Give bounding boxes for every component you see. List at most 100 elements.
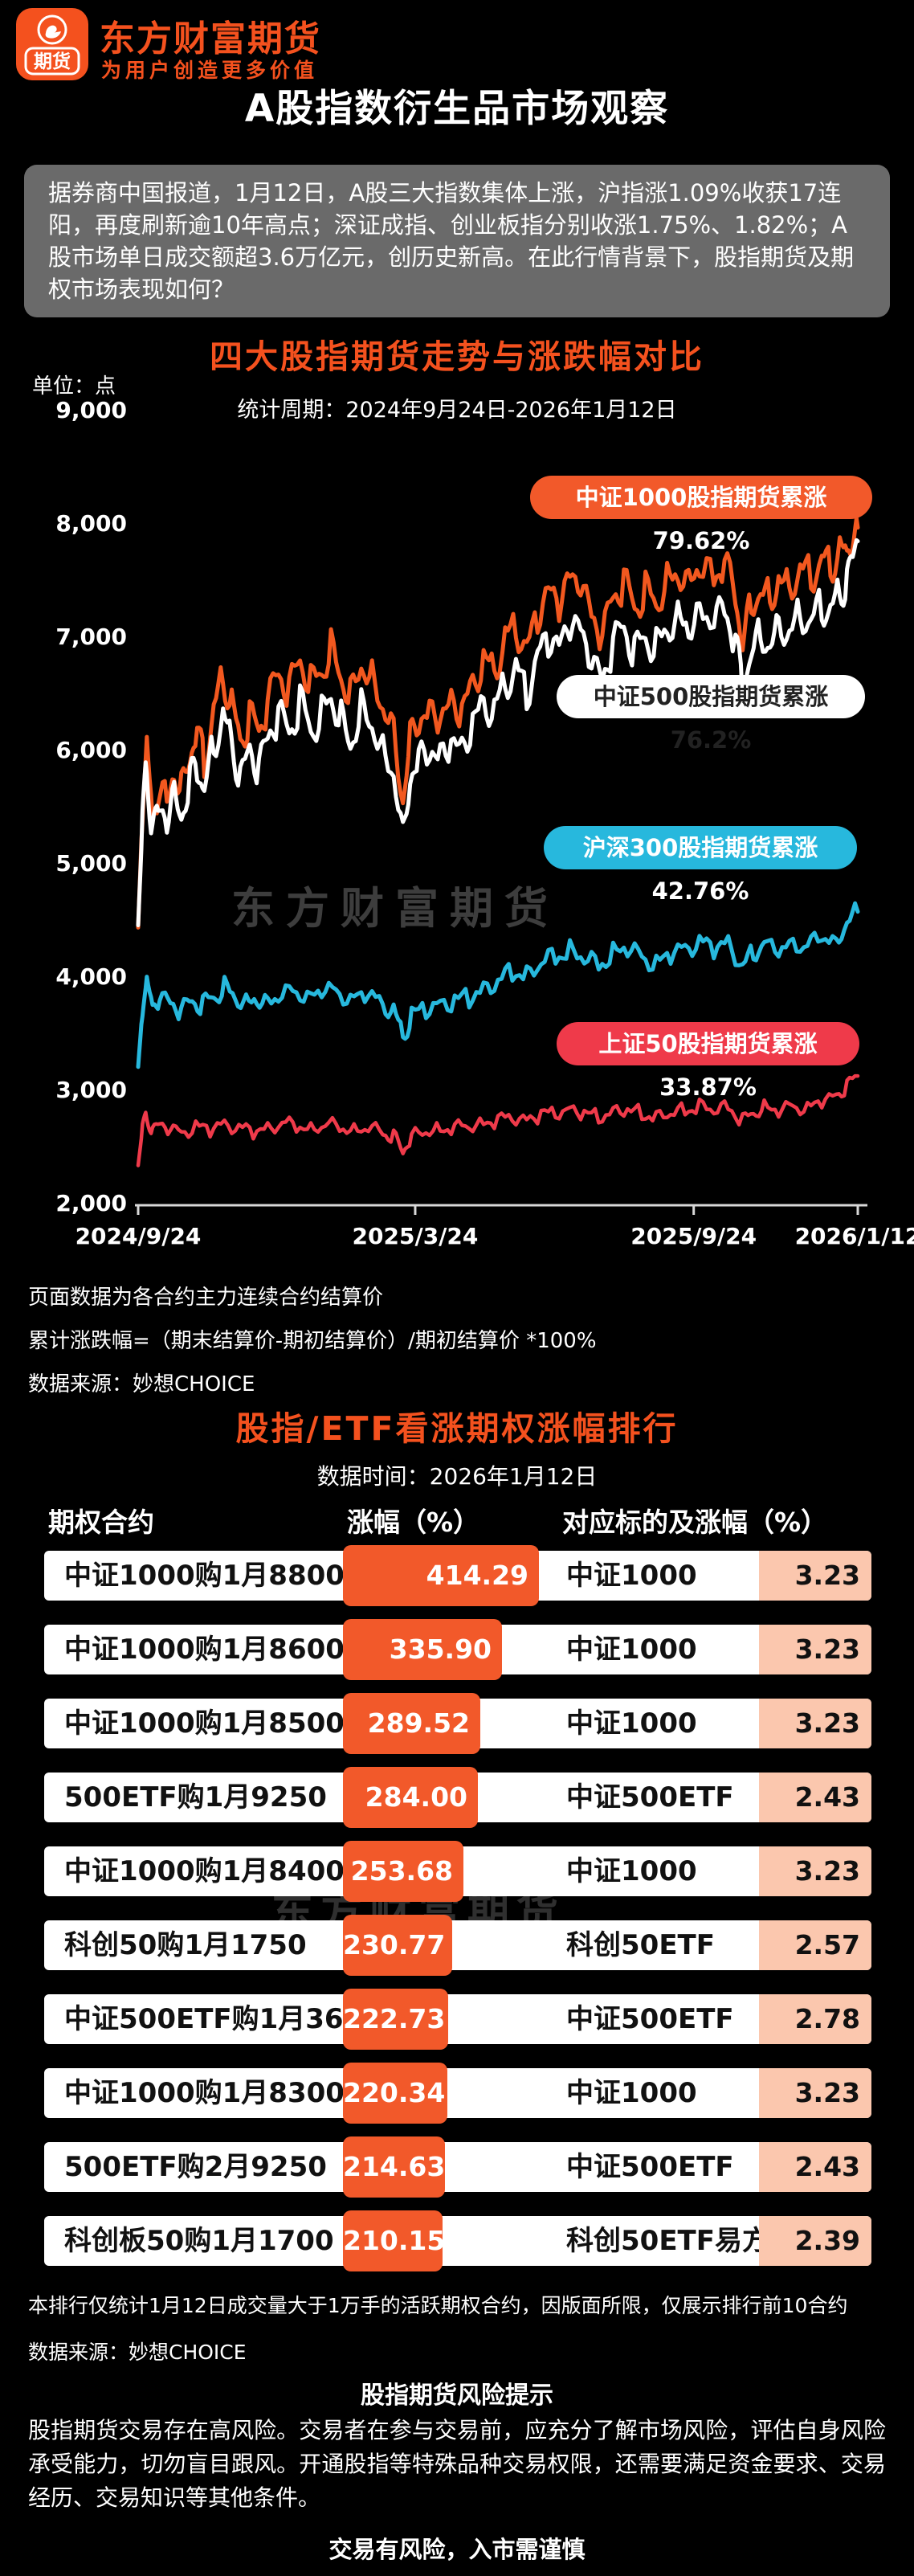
series-badge-2: 中证500股指期货累涨76.2% <box>557 675 865 754</box>
table-row: 中证500ETF购1月3600 222.73 中证500ETF 2.78 <box>44 1989 871 2050</box>
underlying-change-box: 3.23 <box>759 2068 871 2118</box>
series-line-1 <box>136 516 860 930</box>
underlying-name: 中证500ETF <box>566 1781 734 1813</box>
change-bar: 222.73 <box>343 1989 448 2050</box>
x-axis-tick-label: 2025/9/24 <box>630 1223 757 1249</box>
brand-name: 东方财富期货 <box>100 18 321 59</box>
series-badge-4: 上证50股指期货累涨33.87% <box>557 1022 859 1101</box>
y-axis-tick-label: 6,000 <box>55 737 127 763</box>
table-footnote-1: 本排行仅统计1月12日成交量大于1万手的活跃期权合约，因版面所限，仅展示排行前1… <box>28 2294 848 2317</box>
ranking-time-label: 数据时间：2026年1月12日 <box>316 1463 598 1490</box>
change-bar: 289.52 <box>343 1693 480 1754</box>
table-footnote-2: 数据来源：妙想CHOICE <box>28 2341 247 2364</box>
change-value: 335.90 <box>389 1634 492 1665</box>
underlying-name: 科创50ETF易方达 <box>566 2225 797 2257</box>
contract-name: 500ETF购1月9250 <box>64 1781 327 1813</box>
x-axis-tick-label: 2025/3/24 <box>353 1223 479 1249</box>
table-row: 中证1000购1月8400 253.68 中证1000 3.23 <box>44 1841 871 1902</box>
change-bar: 414.29 <box>343 1545 539 1606</box>
table-row: 科创50购1月1750 230.77 科创50ETF 2.57 <box>44 1915 871 1976</box>
column-header-underlying: 对应标的及涨幅（%） <box>562 1507 828 1538</box>
contract-name: 中证1000购1月8400 <box>64 1855 345 1887</box>
underlying-change-box: 2.57 <box>759 1920 871 1970</box>
underlying-change-box: 2.43 <box>759 2142 871 2192</box>
change-bar: 253.68 <box>343 1841 463 1902</box>
underlying-change-box: 3.23 <box>759 1846 871 1896</box>
underlying-name: 中证500ETF <box>566 2151 734 2183</box>
contract-name: 中证1000购1月8600 <box>64 1634 345 1666</box>
change-value: 220.34 <box>343 2077 446 2108</box>
logo-badge-text: 期货 <box>34 51 71 72</box>
y-axis-tick-label: 5,000 <box>55 850 127 877</box>
risk-final-line: 交易有风险，入市需谨慎 <box>328 2536 586 2563</box>
news-summary-box: 据券商中国报道，1月12日，A股三大指数集体上涨，沪指涨1.09%收获17连阳，… <box>24 165 890 317</box>
underlying-change-box: 2.39 <box>759 2216 871 2266</box>
contract-name: 500ETF购2月9250 <box>64 2151 327 2183</box>
table-row: 500ETF购1月9250 284.00 中证500ETF 2.43 <box>44 1767 871 1828</box>
underlying-change-value: 2.39 <box>794 2225 860 2256</box>
change-bar: 220.34 <box>343 2063 447 2124</box>
column-header-change: 涨幅（%） <box>347 1507 480 1538</box>
underlying-name: 中证1000 <box>566 2077 697 2109</box>
change-value: 253.68 <box>350 1855 453 1887</box>
x-axis-tick-label: 2024/9/24 <box>75 1223 202 1249</box>
y-axis-tick-label: 7,000 <box>55 624 127 650</box>
underlying-change-box: 3.23 <box>759 1551 871 1601</box>
contract-name: 科创板50购1月1700 <box>64 2225 334 2257</box>
ranking-section-title: 股指/ETF看涨期权涨幅排行 <box>235 1409 679 1448</box>
y-axis-tick-label: 8,000 <box>55 510 127 537</box>
series-line-4 <box>136 1073 860 1167</box>
table-row: 中证1000购1月8500 289.52 中证1000 3.23 <box>44 1693 871 1754</box>
futures-section-title: 四大股指期货走势与涨跌幅对比 <box>210 337 704 376</box>
underlying-change-box: 3.23 <box>759 1625 871 1674</box>
contract-name: 中证1000购1月8300 <box>64 2077 345 2109</box>
brand-tagline: 为用户创造更多价值 <box>101 59 319 82</box>
underlying-change-value: 3.23 <box>794 1707 860 1739</box>
contract-name: 中证1000购1月8500 <box>64 1707 345 1740</box>
chart-unit-label: 单位：点 <box>32 374 116 399</box>
change-bar: 230.77 <box>343 1915 452 1976</box>
underlying-change-value: 3.23 <box>794 1634 860 1665</box>
y-axis-tick-label: 3,000 <box>55 1077 127 1103</box>
table-row: 科创板50购1月1700 210.15 科创50ETF易方达 2.39 <box>44 2210 871 2271</box>
underlying-change-box: 3.23 <box>759 1699 871 1748</box>
underlying-change-value: 3.23 <box>794 2077 860 2108</box>
x-axis-tick-label: 2026/1/12 <box>795 1223 914 1249</box>
contract-name: 科创50购1月1750 <box>64 1929 307 1961</box>
y-axis-tick-label: 2,000 <box>55 1190 127 1216</box>
table-row: 中证1000购1月8800 414.29 中证1000 3.23 <box>44 1545 871 1606</box>
underlying-change-value: 3.23 <box>794 1855 860 1887</box>
change-value: 210.15 <box>343 2225 446 2256</box>
brand-logo-icon: 期货 <box>16 8 88 80</box>
underlying-name: 科创50ETF <box>566 1929 715 1961</box>
underlying-change-value: 2.57 <box>794 1929 860 1961</box>
change-bar: 210.15 <box>343 2210 446 2271</box>
table-row: 500ETF购2月9250 214.63 中证500ETF 2.43 <box>44 2136 871 2198</box>
underlying-name: 中证500ETF <box>566 2003 734 2035</box>
ranking-table: 中证1000购1月8800 414.29 中证1000 3.23 中证1000购1月86… <box>44 1545 871 2271</box>
change-bar: 335.90 <box>343 1619 502 1680</box>
underlying-change-box: 2.43 <box>759 1773 871 1822</box>
chart-period-label: 统计周期：2024年9月24日-2026年1月12日 <box>237 398 677 423</box>
page-title: A股指数衍生品市场观察 <box>244 87 670 131</box>
table-row: 中证1000购1月8600 335.90 中证1000 3.23 <box>44 1619 871 1680</box>
underlying-change-box: 2.78 <box>759 1994 871 2044</box>
change-bar: 284.00 <box>343 1767 478 1828</box>
series-line-3 <box>136 901 860 1069</box>
change-value: 284.00 <box>365 1781 467 1813</box>
underlying-change-value: 2.43 <box>794 1781 860 1813</box>
futures-line-chart: 9,000 8,000 7,000 6,000 5,000 4,000 3,000 2,000… <box>55 397 914 1249</box>
underlying-change-value: 2.43 <box>794 2151 860 2182</box>
contract-name: 中证500ETF购1月3600 <box>64 2003 382 2035</box>
underlying-name: 中证1000 <box>566 1707 697 1740</box>
underlying-change-value: 2.78 <box>794 2003 860 2034</box>
change-value: 289.52 <box>367 1707 470 1739</box>
chart-footnote-3: 数据来源：妙想CHOICE <box>28 1372 255 1396</box>
change-value: 214.63 <box>343 2151 446 2182</box>
underlying-name: 中证1000 <box>566 1634 697 1666</box>
y-axis-tick-label: 9,000 <box>55 397 127 423</box>
column-header-contract: 期权合约 <box>48 1507 154 1538</box>
chart-footnote-1: 页面数据为各合约主力连续合约结算价 <box>28 1286 384 1310</box>
news-text: 据券商中国报道，1月12日，A股三大指数集体上涨，沪指涨1.09%收获17连阳，… <box>48 179 855 303</box>
